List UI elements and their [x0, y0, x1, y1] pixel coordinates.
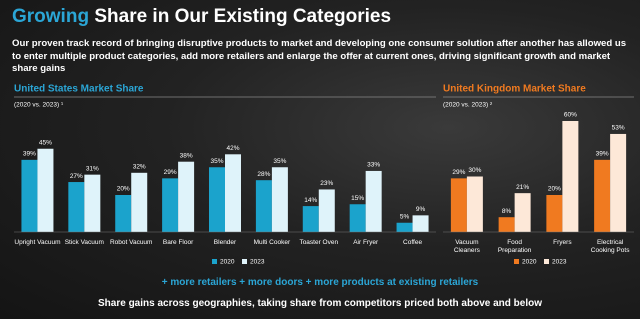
bar [255, 180, 272, 232]
legend-swatch [544, 259, 549, 264]
value-label: 5% [400, 213, 410, 220]
bar [21, 159, 38, 232]
x-tick-label: Coffee [403, 239, 422, 246]
value-label: 60% [564, 112, 577, 119]
value-label: 29% [452, 169, 465, 176]
value-label: 35% [210, 158, 223, 165]
bar [209, 167, 225, 232]
value-label: 8% [502, 208, 512, 215]
x-tick-label: Multi Cooker [254, 239, 291, 246]
value-label: 38% [180, 152, 193, 159]
legend-label: 2023 [552, 259, 567, 266]
value-label: 14% [304, 197, 317, 204]
bar [546, 195, 563, 232]
value-label: 35% [273, 158, 286, 165]
x-tick-label: Blender [214, 239, 237, 246]
value-label: 28% [257, 171, 270, 178]
x-tick-label: Electrical Cooking Pots [591, 239, 630, 254]
value-label: 9% [416, 206, 426, 213]
bar [412, 215, 429, 232]
value-label: 23% [320, 180, 333, 187]
value-label: 39% [596, 151, 609, 158]
value-label: 20% [117, 186, 130, 193]
title-highlight: Growing [12, 6, 90, 27]
value-label: 27% [70, 173, 83, 180]
value-label: 21% [516, 184, 529, 191]
x-tick-label: Bare Floor [163, 239, 194, 246]
bar [396, 222, 413, 232]
x-tick-label: Stick Vacuum [65, 239, 104, 246]
bar [84, 174, 101, 232]
value-label: 42% [226, 145, 239, 152]
value-label: 15% [351, 195, 364, 202]
chart-title: United States Market Share [14, 84, 144, 95]
legend-swatch [212, 259, 217, 264]
chart-title: United Kingdom Market Share [443, 84, 586, 95]
legend-label: 2020 [220, 259, 235, 266]
bar [466, 176, 483, 232]
value-label: 45% [39, 139, 52, 146]
bar [450, 178, 467, 232]
tagline: + more retailers + more doors + more pro… [161, 277, 479, 288]
bar [302, 206, 319, 232]
x-tick-label: Food Preparation [498, 239, 532, 254]
bar [498, 217, 515, 232]
value-label: 30% [468, 167, 481, 174]
bar [610, 133, 627, 232]
x-tick-label: Robot Vacuum [110, 239, 153, 246]
bar [271, 167, 288, 232]
bar [318, 189, 335, 232]
bar [131, 172, 148, 232]
legend-swatch [242, 259, 247, 264]
bar [349, 204, 366, 232]
bar [562, 121, 579, 232]
bar [594, 159, 611, 232]
value-label: 53% [612, 125, 625, 132]
x-tick-label: Fryers [553, 239, 572, 246]
slide-title: Growing Share in Our Existing Categories [12, 6, 391, 28]
value-label: 29% [164, 169, 177, 176]
bar [162, 178, 179, 232]
bar [115, 195, 132, 232]
chart-subtitle: (2020 vs. 2023) ¹ [14, 102, 64, 109]
value-label: 33% [367, 162, 380, 169]
x-tick-label: Vacuum Cleaners [454, 239, 481, 254]
x-tick-label: Toaster Oven [299, 239, 338, 246]
legend-swatch [514, 259, 519, 264]
intro-text: Our proven track record of bringing disr… [12, 38, 627, 74]
legend-label: 2020 [522, 259, 537, 266]
bar [365, 170, 382, 232]
bar [68, 182, 85, 232]
value-label: 32% [133, 164, 146, 171]
bar [225, 154, 241, 232]
legend-label: 2023 [250, 259, 265, 266]
title-text: Share in Our Existing Categories [94, 6, 392, 27]
bar [178, 161, 195, 232]
value-label: 39% [23, 151, 36, 158]
chart-subtitle: (2020 vs. 2023) ² [443, 102, 493, 109]
x-tick-label: Upright Vacuum [14, 239, 60, 246]
bar [514, 193, 531, 232]
bar [37, 148, 54, 232]
value-label: 31% [86, 165, 99, 172]
x-tick-label: Air Fryer [353, 239, 379, 246]
footer: Share gains across geographies, taking s… [98, 298, 542, 309]
value-label: 20% [548, 186, 561, 193]
